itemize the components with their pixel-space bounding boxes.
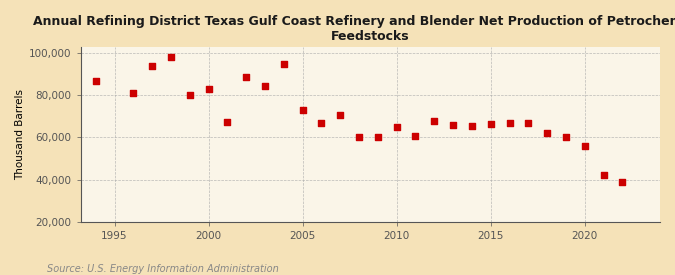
Point <box>146 64 157 68</box>
Point <box>523 120 534 125</box>
Point <box>354 135 364 140</box>
Point <box>504 120 515 125</box>
Point <box>560 135 571 140</box>
Point <box>542 131 553 136</box>
Title: Annual Refining District Texas Gulf Coast Refinery and Blender Net Production of: Annual Refining District Texas Gulf Coas… <box>34 15 675 43</box>
Point <box>297 108 308 112</box>
Point <box>485 122 496 126</box>
Point <box>598 173 609 178</box>
Y-axis label: Thousand Barrels: Thousand Barrels <box>15 89 25 180</box>
Point <box>222 120 233 124</box>
Point <box>373 135 383 140</box>
Point <box>241 75 252 80</box>
Point <box>617 180 628 184</box>
Point <box>579 144 590 148</box>
Point <box>335 113 346 118</box>
Point <box>410 134 421 139</box>
Point <box>165 55 176 60</box>
Point <box>429 119 439 123</box>
Point <box>203 87 214 91</box>
Point <box>184 93 195 98</box>
Point <box>128 91 139 95</box>
Point <box>316 120 327 125</box>
Point <box>466 124 477 128</box>
Point <box>260 84 271 88</box>
Text: Source: U.S. Energy Information Administration: Source: U.S. Energy Information Administ… <box>47 264 279 274</box>
Point <box>392 125 402 129</box>
Point <box>448 123 458 127</box>
Point <box>278 62 289 66</box>
Point <box>90 78 101 83</box>
